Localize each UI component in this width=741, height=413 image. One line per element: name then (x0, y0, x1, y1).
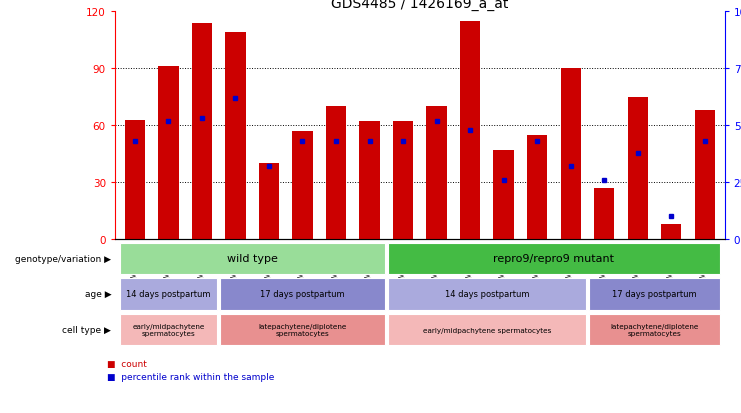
Text: 17 days postpartum: 17 days postpartum (612, 290, 697, 299)
Text: 14 days postpartum: 14 days postpartum (445, 290, 529, 299)
Bar (427, 107, 447, 240)
Bar (628, 97, 648, 240)
Bar (220, 314, 385, 346)
Bar (120, 314, 217, 346)
Bar (326, 107, 346, 240)
Bar (527, 135, 547, 240)
Bar (220, 278, 385, 310)
Bar (192, 24, 212, 240)
Bar (460, 22, 480, 240)
Text: wild type: wild type (227, 254, 278, 264)
Bar (388, 243, 720, 275)
Bar (225, 33, 245, 240)
Text: age ▶: age ▶ (84, 290, 111, 299)
Text: latepachytene/diplotene
spermatocytes: latepachytene/diplotene spermatocytes (259, 323, 347, 336)
Bar (589, 278, 720, 310)
Text: 14 days postpartum: 14 days postpartum (126, 290, 210, 299)
Text: ■  percentile rank within the sample: ■ percentile rank within the sample (107, 372, 275, 381)
Bar (560, 69, 581, 240)
Bar (661, 224, 681, 240)
Bar (393, 122, 413, 240)
Bar (159, 67, 179, 240)
Bar (125, 120, 145, 240)
Bar (120, 243, 385, 275)
Text: genotype/variation ▶: genotype/variation ▶ (15, 254, 111, 263)
Text: repro9/repro9 mutant: repro9/repro9 mutant (494, 254, 614, 264)
Bar (388, 278, 585, 310)
Bar (359, 122, 379, 240)
Bar (589, 314, 720, 346)
Bar (594, 188, 614, 240)
Bar (694, 111, 714, 240)
Bar (259, 164, 279, 240)
Text: ■  count: ■ count (107, 359, 147, 368)
Bar (388, 314, 585, 346)
Text: latepachytene/diplotene
spermatocytes: latepachytene/diplotene spermatocytes (610, 323, 699, 336)
Bar (120, 278, 217, 310)
Text: 17 days postpartum: 17 days postpartum (260, 290, 345, 299)
Text: early/midpachytene spermatocytes: early/midpachytene spermatocytes (422, 327, 551, 333)
Title: GDS4485 / 1426169_a_at: GDS4485 / 1426169_a_at (331, 0, 508, 12)
Bar (494, 151, 514, 240)
Text: cell type ▶: cell type ▶ (62, 325, 111, 334)
Bar (293, 132, 313, 240)
Text: early/midpachytene
spermatocytes: early/midpachytene spermatocytes (133, 323, 205, 336)
